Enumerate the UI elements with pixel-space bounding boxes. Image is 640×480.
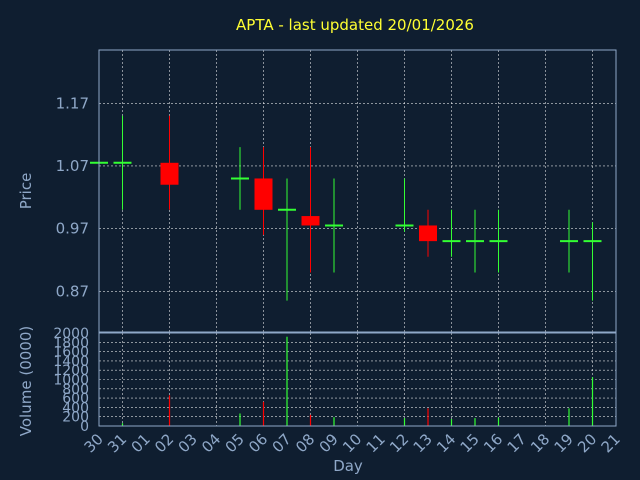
x-axis-label: Day — [333, 457, 363, 475]
volume-tick-label: 1800 — [53, 335, 89, 351]
volume-tick-label: 1400 — [53, 354, 89, 370]
x-tick-label: 14 — [433, 430, 459, 456]
x-tick-label: 08 — [292, 430, 318, 456]
volume-frame — [98, 332, 617, 427]
volume-tick-label: 800 — [62, 382, 89, 398]
candle-body — [301, 216, 320, 226]
x-tick-label: 31 — [104, 430, 130, 456]
x-tick-label: 21 — [598, 430, 624, 456]
volume-tick-label: 400 — [62, 400, 89, 416]
price-grid — [99, 50, 616, 332]
x-tick-label: 15 — [457, 430, 483, 456]
volume-grid — [99, 333, 616, 426]
candle-body — [419, 225, 437, 242]
x-tick-label: 11 — [363, 430, 389, 456]
x-tick-label: 17 — [504, 430, 530, 456]
price-tick-label: 1.17 — [56, 94, 89, 112]
price-frame — [98, 49, 617, 333]
volume-tick-label: 600 — [62, 391, 89, 407]
volume-bars — [121, 336, 594, 426]
x-tick-label: 13 — [410, 430, 436, 456]
x-tick-label: 10 — [339, 430, 365, 456]
x-tick-label: 04 — [198, 430, 224, 456]
x-tick-label: 01 — [128, 430, 154, 456]
volume-tick-label: 2000 — [53, 326, 89, 342]
x-tick-label: 18 — [527, 430, 553, 456]
x-tick-label: 09 — [316, 430, 342, 456]
volume-tick-label: 200 — [62, 410, 89, 426]
x-tick-label: 12 — [386, 430, 412, 456]
x-tick-label: 06 — [245, 430, 271, 456]
price-panel: 0.87 0.97 1.07 1.17 Price — [17, 49, 617, 333]
x-tick-label: 02 — [151, 430, 177, 456]
price-tick-label: 0.87 — [56, 282, 89, 300]
x-tick-label: 19 — [551, 430, 577, 456]
x-axis-ticks: 3031010203040506070809101112131415161718… — [81, 430, 624, 456]
volume-axis-label: Volume (0000) — [17, 326, 35, 436]
volume-tick-label: 1000 — [53, 373, 89, 389]
x-tick-label: 07 — [269, 430, 295, 456]
price-axis-label: Price — [17, 173, 35, 210]
x-tick-label: 05 — [222, 430, 248, 456]
candles — [90, 115, 602, 301]
volume-tick-label: 1200 — [53, 363, 89, 379]
candle-body — [254, 178, 273, 210]
price-tick-label: 1.07 — [56, 157, 89, 175]
x-tick-label: 20 — [574, 430, 600, 456]
volume-tick-label: 0 — [80, 419, 89, 435]
price-y-ticks: 0.87 0.97 1.07 1.17 — [56, 94, 89, 300]
candle-body — [160, 162, 179, 185]
volume-tick-label: 1600 — [53, 345, 89, 361]
x-tick-label: 03 — [175, 430, 201, 456]
x-tick-label: 16 — [480, 430, 506, 456]
price-tick-label: 0.97 — [56, 220, 89, 238]
chart-title: APTA - last updated 20/01/2026 — [236, 16, 474, 34]
